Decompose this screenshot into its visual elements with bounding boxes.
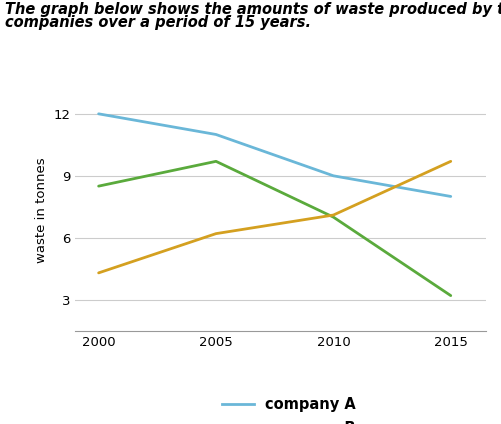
company C	[330, 212, 336, 218]
Line: company B: company B	[99, 162, 451, 296]
Text: companies over a period of 15 years.: companies over a period of 15 years.	[5, 15, 311, 30]
Line: company C: company C	[99, 162, 451, 273]
company C	[213, 231, 219, 236]
Legend: company A, company B, company C: company A, company B, company C	[216, 391, 362, 424]
company B	[330, 215, 336, 220]
Text: The graph below shows the amounts of waste produced by three: The graph below shows the amounts of was…	[5, 2, 501, 17]
company B	[96, 184, 102, 189]
company B	[448, 293, 454, 298]
company A	[96, 111, 102, 116]
company C	[96, 271, 102, 276]
company A	[330, 173, 336, 179]
company A	[213, 132, 219, 137]
company C	[448, 159, 454, 164]
Y-axis label: waste in tonnes: waste in tonnes	[35, 157, 48, 263]
company B	[213, 159, 219, 164]
Line: company A: company A	[99, 114, 451, 196]
company A	[448, 194, 454, 199]
